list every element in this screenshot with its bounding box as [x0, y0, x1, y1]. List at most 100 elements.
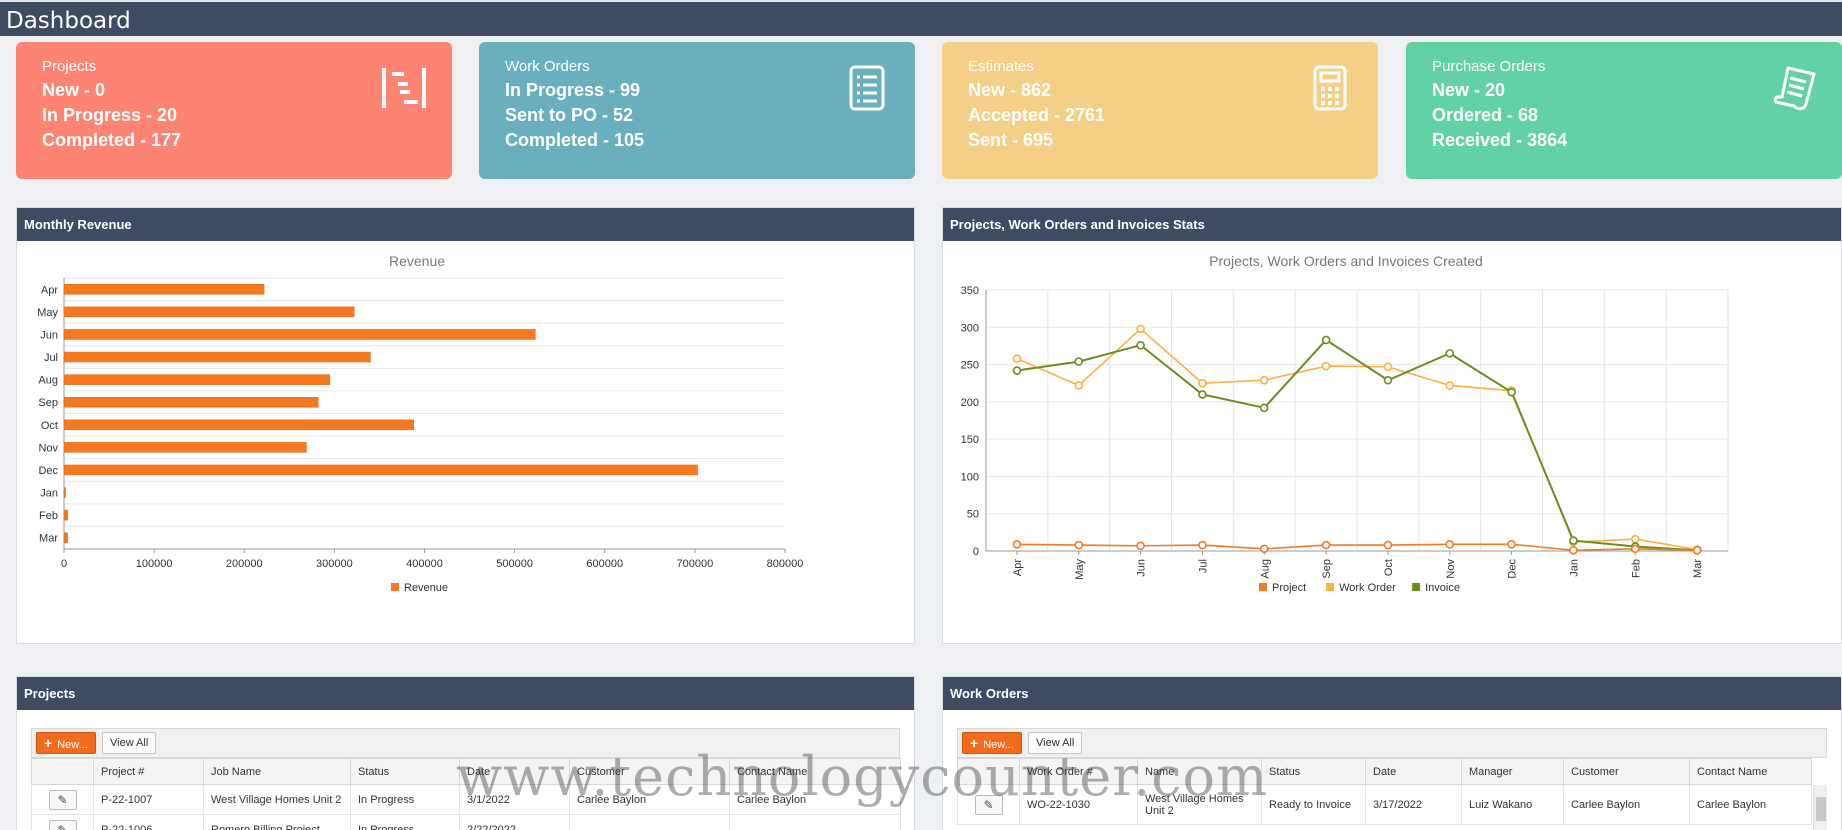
- data-point: [1445, 381, 1455, 390]
- column-header[interactable]: Customer: [569, 758, 730, 785]
- table-cell: Carlee Baylon: [569, 784, 730, 815]
- data-point: [1321, 540, 1331, 550]
- y-tick-label: 50: [967, 509, 979, 521]
- scrollbar-thumb[interactable]: [1816, 797, 1826, 821]
- edit-pencil-icon[interactable]: ✎: [48, 789, 77, 810]
- legend-label: Revenue: [404, 582, 448, 594]
- table-cell: Carlee Baylon: [1689, 784, 1812, 825]
- x-tick-label: 700000: [677, 558, 714, 570]
- x-tick-label: Sep: [1321, 559, 1333, 579]
- column-header[interactable]: Contact Name: [1689, 758, 1812, 785]
- bar: [63, 442, 307, 453]
- table-row[interactable]: ✎ P-22-1007 West Village Homes Unit 2 In…: [31, 784, 901, 815]
- data-point: [1383, 362, 1393, 372]
- gantt-icon: [382, 68, 426, 108]
- table-cell: P-22-1007: [93, 784, 204, 815]
- panel-title: Work Orders: [943, 677, 1841, 710]
- purchase-orders-card[interactable]: Purchase Orders New - 20 Ordered - 68 Re…: [1406, 42, 1842, 179]
- estimates-card[interactable]: Estimates New - 862 Accepted - 2761 Sent…: [942, 42, 1378, 179]
- x-tick-label: 400000: [406, 558, 443, 570]
- legend-label: Project: [1272, 582, 1306, 594]
- card-line: Received - 3864: [1432, 130, 1568, 150]
- x-tick-label: 800000: [767, 558, 804, 570]
- view-all-work-orders-button[interactable]: View All: [1028, 732, 1083, 754]
- data-point: [1074, 357, 1084, 366]
- bar: [63, 464, 698, 476]
- watermark: www.technologycounter.com: [456, 745, 1269, 808]
- x-tick-label: Nov: [1445, 559, 1457, 579]
- card-title: Work Orders: [505, 58, 590, 75]
- column-header[interactable]: Work Order #: [1019, 758, 1138, 785]
- data-point: [1259, 375, 1269, 385]
- x-tick-label: 600000: [586, 558, 623, 570]
- card-title: Projects: [42, 58, 97, 75]
- column-header[interactable]: Status: [1261, 758, 1366, 785]
- work-orders-card[interactable]: Work Orders In Progress - 99 Sent to PO …: [479, 42, 915, 179]
- data-point: [1198, 390, 1207, 399]
- bar: [63, 306, 355, 318]
- new-button-label: New...: [57, 739, 88, 751]
- chart-title: Revenue: [389, 253, 445, 269]
- new-work-order-button[interactable]: + New...: [962, 732, 1022, 754]
- column-header[interactable]: Customer: [1563, 758, 1690, 785]
- column-header[interactable]: Manager: [1461, 758, 1564, 785]
- data-point: [1507, 387, 1516, 397]
- series-line: [1016, 543, 1698, 552]
- table-cell: [569, 814, 730, 830]
- series-line: [1016, 338, 1698, 552]
- x-tick-label: 300000: [316, 558, 353, 570]
- y-tick-label: Jan: [40, 488, 58, 500]
- x-tick-label: Aug: [1259, 559, 1271, 579]
- table-cell: P-22-1006: [93, 814, 204, 830]
- bar: [63, 284, 265, 295]
- plus-icon: +: [44, 735, 53, 751]
- data-point: [1692, 545, 1702, 555]
- table-row[interactable]: ✎ P-22-1006 Romero Billing Project In Pr…: [31, 814, 901, 830]
- card-line: Sent to PO - 52: [505, 105, 634, 125]
- column-header[interactable]: Job Name: [203, 758, 351, 785]
- data-point: [1630, 534, 1640, 544]
- data-point: [1198, 378, 1207, 388]
- data-point: [1136, 541, 1145, 551]
- chart-title: Projects, Work Orders and Invoices Creat…: [1209, 253, 1483, 269]
- x-tick-label: 200000: [226, 558, 263, 570]
- vertical-scrollbar[interactable]: [1813, 785, 1827, 830]
- bar: [63, 487, 66, 498]
- table-row[interactable]: ✎ WO-22-1030 West Village Homes Unit 2 R…: [957, 784, 1812, 825]
- x-tick-label: Jan: [1568, 559, 1580, 577]
- projects-card[interactable]: Projects New - 0 In Progress - 20 Comple…: [16, 42, 452, 179]
- bar: [63, 419, 414, 431]
- table-cell: WO-22-1030: [1019, 784, 1138, 825]
- data-point: [1136, 324, 1145, 334]
- document-list-icon: [849, 65, 885, 111]
- card-title: Estimates: [968, 58, 1034, 75]
- y-tick-label: Jul: [44, 352, 58, 364]
- view-all-projects-button[interactable]: View All: [102, 732, 157, 754]
- x-tick-label: 100000: [136, 558, 173, 570]
- edit-pencil-icon[interactable]: ✎: [974, 794, 1003, 815]
- column-header[interactable]: [957, 758, 1020, 785]
- y-tick-label: Aug: [38, 375, 58, 387]
- column-header[interactable]: Status: [350, 758, 460, 785]
- card-line: Sent - 695: [968, 130, 1054, 150]
- data-point: [1569, 536, 1578, 545]
- data-point: [1383, 540, 1393, 550]
- column-header[interactable]: Project #: [93, 758, 204, 785]
- y-tick-label: 350: [961, 285, 979, 297]
- legend-swatch: [1259, 583, 1267, 591]
- new-project-button[interactable]: + New...: [36, 732, 96, 754]
- column-header[interactable]: Name: [1137, 758, 1262, 785]
- x-tick-label: Dec: [1507, 559, 1519, 579]
- column-header[interactable]: Date: [1365, 758, 1462, 785]
- data-point: [1569, 545, 1578, 555]
- table-cell: In Progress: [350, 814, 460, 830]
- x-tick-label: 500000: [496, 558, 533, 570]
- y-tick-label: 300: [961, 322, 979, 334]
- column-header[interactable]: [31, 758, 94, 785]
- column-header[interactable]: Contact Name: [729, 758, 901, 785]
- legend-swatch: [391, 583, 399, 591]
- panel-title: Projects, Work Orders and Invoices Stats: [943, 208, 1841, 241]
- edit-pencil-icon[interactable]: ✎: [48, 819, 77, 830]
- receipt-icon: [1773, 66, 1816, 111]
- data-point: [1630, 544, 1640, 554]
